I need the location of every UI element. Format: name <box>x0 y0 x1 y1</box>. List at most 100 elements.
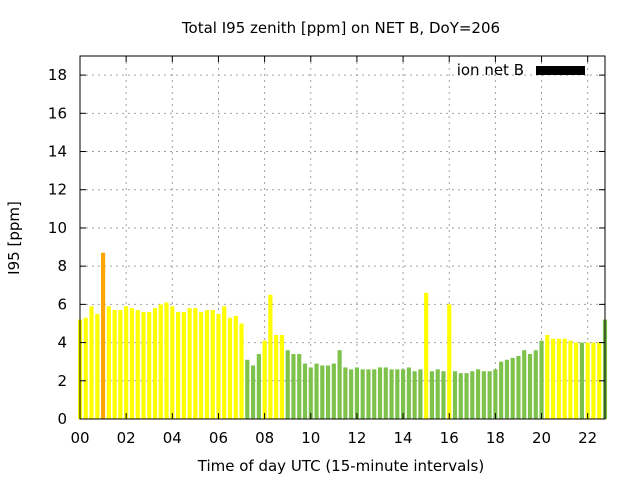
bar <box>527 354 533 419</box>
bar <box>302 363 308 419</box>
x-tick-label: 18 <box>486 429 505 447</box>
bar <box>124 306 129 419</box>
bar <box>285 350 290 419</box>
bar <box>401 369 406 419</box>
axis-ticks <box>79 56 605 420</box>
bar <box>429 371 434 419</box>
y-tick-label: 4 <box>57 334 67 352</box>
bar <box>331 363 336 419</box>
bar <box>556 338 561 419</box>
bar <box>83 317 88 419</box>
bar <box>245 359 250 419</box>
bar <box>533 350 538 419</box>
bar <box>441 371 446 419</box>
x-tick-labels: 00 02 04 06 08 10 12 14 16 18 20 22 <box>70 429 597 447</box>
bar <box>499 361 504 419</box>
bar <box>129 308 134 419</box>
bar <box>510 357 515 419</box>
y-tick-label: 2 <box>57 372 67 390</box>
bar <box>585 342 590 419</box>
bar <box>251 365 256 419</box>
x-tick-label: 16 <box>440 429 459 447</box>
bar <box>152 308 158 419</box>
bar <box>591 342 596 419</box>
bar <box>516 355 521 419</box>
bar <box>372 369 377 419</box>
x-tick-label: 06 <box>209 429 228 447</box>
bar <box>337 350 342 419</box>
x-tick-label: 12 <box>347 429 366 447</box>
bar <box>181 312 186 419</box>
bar <box>395 369 400 419</box>
bar <box>256 354 261 419</box>
bar <box>170 306 175 419</box>
x-tick-label: 20 <box>532 429 551 447</box>
bar <box>268 294 273 419</box>
bar <box>216 313 221 419</box>
y-tick-label: 14 <box>48 143 67 161</box>
bar <box>89 306 94 419</box>
bar <box>291 354 296 419</box>
x-tick-label: 04 <box>163 429 182 447</box>
bar <box>545 334 550 419</box>
x-tick-label: 00 <box>70 429 89 447</box>
bar <box>95 313 100 419</box>
y-tick-labels: 0 2 4 6 8 10 12 14 16 18 <box>48 66 67 428</box>
bar <box>187 308 192 419</box>
bar <box>297 354 302 419</box>
bar <box>239 323 244 419</box>
bar <box>470 371 475 419</box>
bar <box>147 312 152 419</box>
bar <box>204 310 209 419</box>
bar <box>504 359 509 419</box>
bar <box>481 371 486 419</box>
bar <box>262 340 267 419</box>
bar <box>274 334 279 419</box>
y-tick-label: 6 <box>57 295 67 313</box>
y-tick-label: 18 <box>48 66 67 84</box>
bar <box>210 310 215 419</box>
bar <box>101 252 106 419</box>
x-axis-label: Time of day UTC (15-minute intervals) <box>197 457 484 475</box>
bar <box>349 369 354 419</box>
legend-swatch <box>536 66 585 75</box>
x-tick-label: 10 <box>301 429 320 447</box>
bar <box>447 304 452 419</box>
bar <box>539 340 544 419</box>
bar <box>412 371 417 419</box>
bar <box>106 306 111 419</box>
y-tick-label: 12 <box>48 181 67 199</box>
bar <box>360 369 365 419</box>
bar <box>464 373 469 419</box>
y-tick-label: 10 <box>48 219 67 237</box>
bar <box>574 342 579 419</box>
bar <box>493 369 498 419</box>
bar <box>389 369 394 419</box>
bar <box>354 367 359 419</box>
y-tick-label: 8 <box>57 257 67 275</box>
bar <box>476 369 481 419</box>
bar <box>377 367 383 419</box>
legend: ion net B <box>457 61 585 79</box>
bar <box>279 334 284 419</box>
bar <box>233 315 238 419</box>
bar <box>158 304 163 419</box>
bar <box>112 310 117 419</box>
bar <box>118 310 123 419</box>
y-tick-label: 16 <box>48 104 67 122</box>
bar <box>383 367 388 419</box>
x-tick-label: 22 <box>578 429 597 447</box>
bar <box>406 367 411 419</box>
bar <box>366 369 371 419</box>
bar <box>314 363 319 419</box>
bar <box>227 317 233 419</box>
bar <box>551 338 556 419</box>
x-tick-label: 14 <box>394 429 413 447</box>
bar <box>135 310 140 419</box>
bar <box>326 365 331 419</box>
bar <box>199 312 204 419</box>
bar <box>424 292 429 419</box>
bar <box>141 312 146 419</box>
